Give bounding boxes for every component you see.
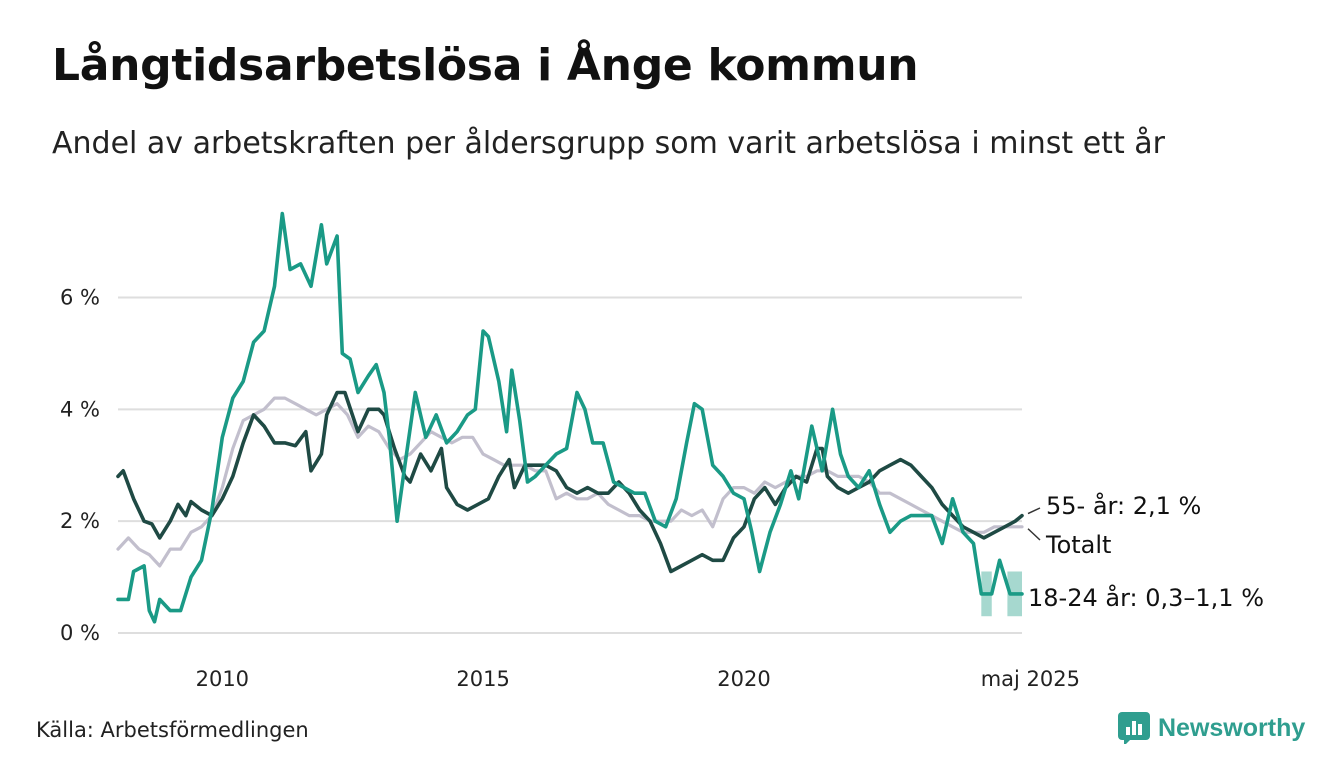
x-tick-label-2: 2020 bbox=[717, 667, 770, 691]
chart-title: Långtidsarbetslösa i Ånge kommun bbox=[52, 40, 919, 91]
end-label-youth: 18-24 år: 0,3–1,1 % bbox=[1028, 583, 1264, 612]
x-tick-label-1: 2015 bbox=[456, 667, 509, 691]
end-label-total: Totalt bbox=[1045, 531, 1111, 559]
line-chart: 55- år: 2,1 % Totalt 18-24 år: 0,3–1,1 % 0… bbox=[60, 211, 1264, 691]
end-labels: 55- år: 2,1 % Totalt 18-24 år: 0,3–1,1 % bbox=[1027, 491, 1264, 612]
newsworthy-icon bbox=[1118, 712, 1150, 744]
series-line-total bbox=[116, 396, 1024, 568]
leader-total bbox=[1027, 528, 1041, 541]
chart-subtitle: Andel av arbetskraften per åldersgrupp s… bbox=[52, 126, 1165, 161]
x-tick-label-3: maj 2025 bbox=[981, 667, 1080, 691]
y-tick-label-2: 4 % bbox=[60, 397, 100, 421]
leader-older bbox=[1027, 507, 1041, 515]
x-tick-label-0: 2010 bbox=[196, 667, 249, 691]
y-tick-label-1: 2 % bbox=[60, 509, 100, 533]
y-tick-label-0: 0 % bbox=[60, 621, 100, 645]
end-label-older: 55- år: 2,1 % bbox=[1046, 491, 1201, 520]
axis-ticks: 0 % 2 % 4 % 6 % 2010 2015 2020 maj 2025 bbox=[60, 285, 1080, 691]
y-tick-label-3: 6 % bbox=[60, 285, 100, 309]
series-lines bbox=[116, 211, 1024, 624]
brand-name: Newsworthy bbox=[1158, 713, 1306, 742]
series-line-older bbox=[116, 390, 1024, 574]
gridlines bbox=[118, 296, 1022, 634]
source-note: Källa: Arbetsförmedlingen bbox=[36, 718, 309, 742]
brand-logo: Newsworthy bbox=[1118, 712, 1305, 744]
series-line-youth bbox=[116, 211, 1024, 624]
